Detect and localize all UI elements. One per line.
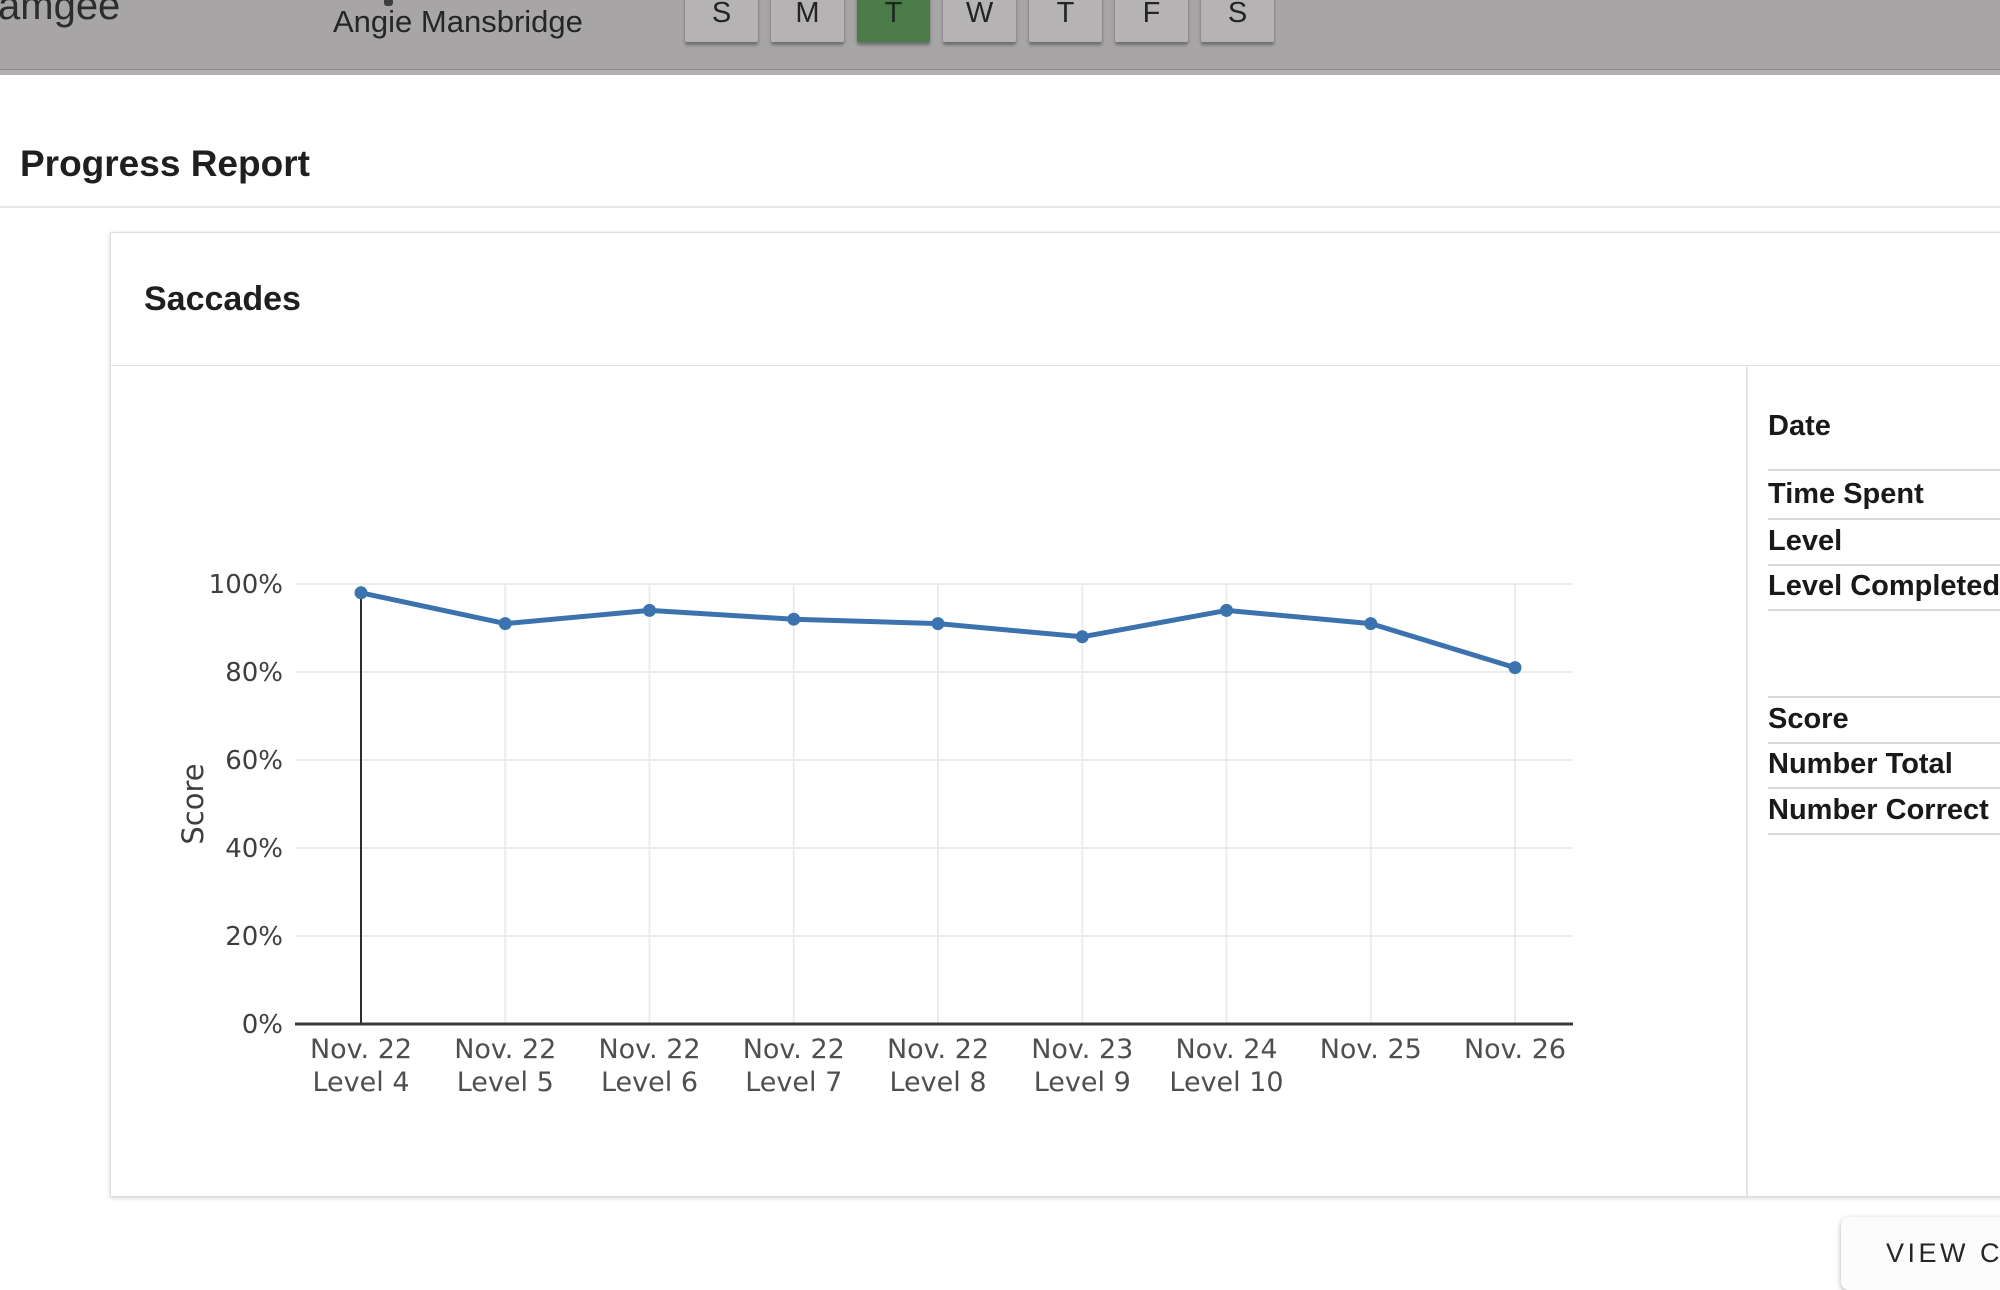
y-tick-label: 100% <box>209 570 283 600</box>
day-button-sunday[interactable]: S <box>685 0 758 42</box>
data-point[interactable] <box>787 612 801 626</box>
saccades-card: Saccades 0% 20% 40% 60% 80% 100% Score Nov. 22 L… <box>110 232 2000 1290</box>
detail-label: Number Total <box>1768 748 1953 780</box>
day-button-friday[interactable]: F <box>1115 0 1188 42</box>
card-body: 0% 20% 40% 60% 80% 100% Score Nov. 22 Level 4 Nov… <box>111 367 2000 1290</box>
panel-divider <box>1746 367 1748 1196</box>
detail-label: Time Spent <box>1768 478 1924 510</box>
y-tick-label: 80% <box>225 658 283 688</box>
x-tick-date-label: Nov. 22 <box>598 1034 700 1065</box>
x-tick-level-label: Level 5 <box>457 1067 554 1098</box>
detail-row-level: Level <box>1768 518 2000 566</box>
detail-row-time-spent: Time Spent <box>1768 471 2000 520</box>
y-axis-title: Score <box>176 763 210 844</box>
detail-label: Date <box>1768 410 1831 442</box>
x-tick-date-label: Nov. 26 <box>1464 1034 1566 1065</box>
student-name-partial: amgee <box>0 0 121 28</box>
day-button-wednesday[interactable]: W <box>943 0 1016 42</box>
detail-row-level-completed: Level Completed <box>1768 564 2000 611</box>
detail-label: Number Correct <box>1768 793 1989 826</box>
detail-row-number-correct: Number Correct <box>1768 787 2000 835</box>
page-title: Progress Report <box>20 142 310 184</box>
header-divider <box>0 206 2000 208</box>
details-panel: Date Time Spent Level Level Completed Sc… <box>1748 367 2000 1196</box>
detail-row-score: Score <box>1768 696 2000 744</box>
x-tick-date-label: Nov. 22 <box>310 1034 412 1065</box>
x-tick-level-label: Level 10 <box>1169 1067 1283 1098</box>
data-point[interactable] <box>1364 617 1378 631</box>
x-tick-date-label: Nov. 22 <box>887 1034 989 1065</box>
x-tick-level-label: Level 9 <box>1034 1067 1131 1098</box>
data-point[interactable] <box>354 586 368 600</box>
day-button-saturday[interactable]: S <box>1201 0 1274 42</box>
y-tick-label: 40% <box>225 834 283 864</box>
x-tick-date-label: Nov. 22 <box>454 1034 556 1065</box>
teacher-name: Angie Mansbridge <box>333 4 583 39</box>
x-tick-level-label: Level 7 <box>745 1067 842 1098</box>
detail-label: Level <box>1768 524 1843 557</box>
x-tick-date-label: Nov. 25 <box>1320 1034 1422 1065</box>
data-point[interactable] <box>931 617 945 631</box>
data-point[interactable] <box>498 617 512 631</box>
x-tick-date-label: Nov. 22 <box>743 1034 845 1065</box>
data-point[interactable] <box>643 603 656 617</box>
detail-label: Score <box>1768 702 1849 735</box>
day-button-tuesday[interactable]: T <box>857 0 930 42</box>
card-title: Saccades <box>144 279 301 318</box>
y-tick-label: 60% <box>225 746 283 776</box>
x-tick-level-label: Level 4 <box>312 1067 409 1098</box>
x-tick-date-label: Nov. 23 <box>1031 1034 1133 1065</box>
detail-label: Level Completed <box>1768 570 2000 602</box>
detail-row-date: Date <box>1768 367 2000 471</box>
view-complete-button[interactable]: VIEW CO <box>1841 1217 2000 1290</box>
x-tick-level-label: Level 6 <box>601 1067 698 1098</box>
day-button-thursday[interactable]: T <box>1029 0 1102 42</box>
detail-row-empty <box>1768 609 2000 698</box>
detail-row-number-total: Number Total <box>1768 742 2000 789</box>
data-point[interactable] <box>1075 630 1089 644</box>
x-tick-date-label: Nov. 24 <box>1175 1034 1277 1065</box>
y-tick-label: 20% <box>225 922 283 952</box>
y-tick-label: 0% <box>242 1010 283 1040</box>
top-bar: amgee Angie Mansbridge S M T W T F S <box>0 0 2000 75</box>
day-button-monday[interactable]: M <box>771 0 844 42</box>
data-point[interactable] <box>1220 603 1233 617</box>
clipped-text-artifact <box>384 0 393 6</box>
data-point[interactable] <box>1508 661 1522 675</box>
x-tick-level-label: Level 8 <box>889 1067 986 1098</box>
card-header: Saccades <box>111 233 2000 366</box>
